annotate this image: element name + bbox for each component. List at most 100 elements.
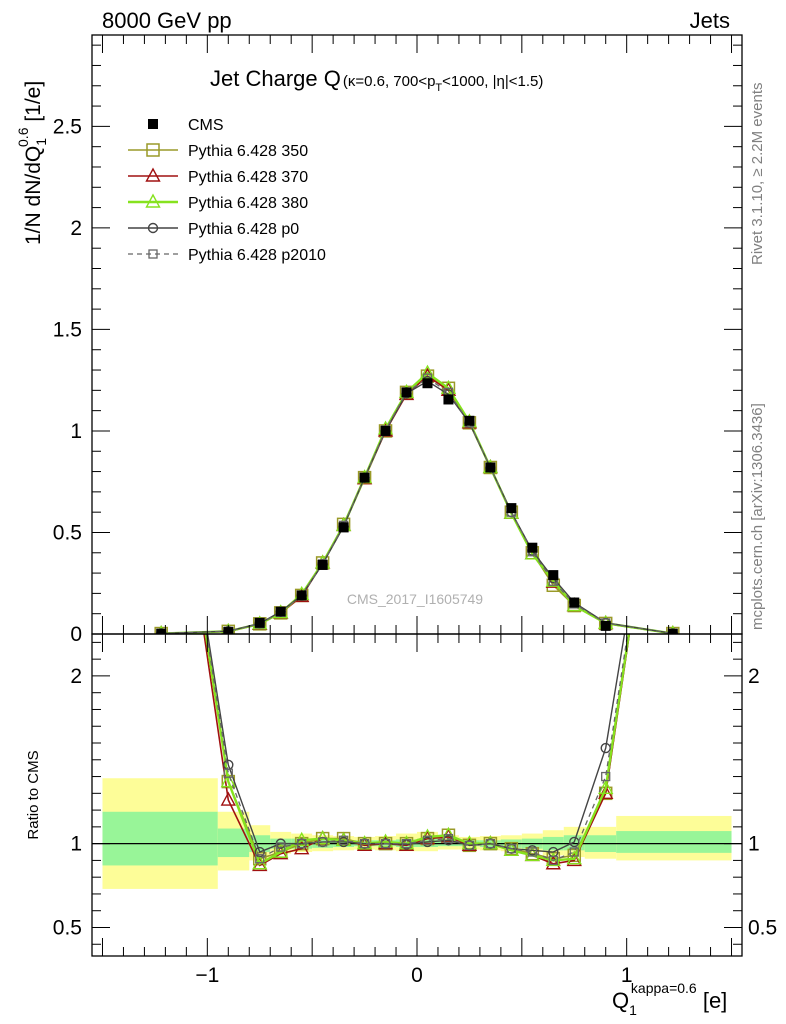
ratio-point-p380-0 [155,334,168,346]
legend-item-p380: Pythia 6.428 380 [128,193,308,212]
main-point-cms-17 [569,597,580,608]
legend-item-cms: CMS [148,117,224,134]
band-inner-0 [102,811,218,866]
ratio-point-p350-17 [567,848,582,863]
ratio-point-p2010-12 [464,840,475,850]
main-y-tick-label: 0 [70,623,82,646]
legend-item-p350: Pythia 6.428 350 [128,143,308,160]
ratio-series-layer [155,334,679,872]
main-point-cms-9 [401,387,412,398]
main-series-cms [156,378,678,634]
legend: CMS Pythia 6.428 350 Pythia 6.428 370 Pythi… [128,117,326,264]
title-sub: (κ=0.6, 700<p [343,73,436,90]
main-point-cms-5 [317,559,328,570]
ylabel-b: [1/e] [22,81,45,128]
ratio-point-p2010-9 [401,838,412,849]
ratio-point-p370-19 [666,334,679,346]
xlabel-unit: [e] [697,988,728,1013]
main-y-tick-label: 1.5 [53,318,82,341]
ratio-point-p380-16 [545,851,561,867]
main-point-p380-11 [440,379,457,395]
mcplots-label: mcplots.cern.ch [arXiv:1306.3436] [749,403,766,630]
main-point-cms-12 [464,415,475,426]
ratio-point-p2010-19 [669,337,677,345]
band-inner-10 [417,838,438,847]
main-point-p380-15 [524,545,540,560]
title-main: Jet Charge Q [210,66,341,91]
legend-label-p350: Pythia 6.428 350 [188,143,308,160]
main-point-cms-10 [422,378,433,389]
ratio-point-p2010-16 [548,855,558,866]
ratio-point-p350-0 [155,335,167,347]
main-series-layer [154,364,680,634]
ratio-point-p380-19 [666,334,679,346]
ratio-y-tick-label: 1 [70,833,82,856]
ratio-y-tick-label-right: 1 [748,833,760,856]
ylabel-a: 1/N dN/dQ [22,146,45,245]
xlabel-main: Q [612,988,629,1013]
main-point-cms-14 [506,503,517,514]
axes-layer: −1 0 1 0 0.5 1 1.5 2 2.5 0.5 0.5 1 1 2 2 [53,34,777,987]
main-point-cms-3 [275,606,286,617]
legend-marker-p380 [145,193,161,208]
x-tick-label: −1 [195,964,219,987]
xlabel-sub: 1 [629,1002,637,1018]
legend-label-p370: Pythia 6.428 370 [188,169,308,186]
main-point-cms-0 [156,628,167,634]
legend-marker-cms [148,119,158,129]
ratio-y-axis-label: Ratio to CMS [25,750,42,839]
band-inner-19 [616,831,732,853]
ratio-uncertainty-bands [102,778,732,889]
main-point-cms-7 [359,472,370,483]
ylabel-sup: 0.6 [15,127,31,147]
legend-marker-p350 [146,143,160,157]
ratio-point-p2010-5 [317,837,328,847]
ratio-point-p2010-13 [485,838,496,849]
main-point-p380-16 [545,572,561,587]
x-tick-label: 1 [621,964,633,987]
main-point-cms-4 [296,590,307,601]
ratio-point-p2010-7 [359,838,370,849]
legend-marker-p370 [145,167,161,182]
main-y-tick-label: 2.5 [53,115,82,138]
ratio-y-tick-label: 2 [70,665,82,688]
rivet-version-label: Rivet 3.1.10, ≥ 2.2M events [749,83,766,266]
xlabel-sup: kappa=0.6 [631,980,697,996]
ratio-point-p380-18 [598,779,614,794]
main-point-cms-2 [254,617,265,628]
ratio-point-p0-0 [157,336,166,345]
legend-marker-p0 [147,222,159,234]
main-point-cms-11 [443,394,454,405]
ratio-y-tick-label-right: 0.5 [748,916,777,939]
ratio-point-p370-1 [220,791,236,806]
header-left: 8000 GeV pp [102,8,232,33]
ratio-point-p2010-6 [338,835,349,845]
x-tick-label: 0 [411,964,423,987]
ratio-point-p2010-8 [380,838,391,849]
ratio-point-p2010-15 [527,847,537,857]
legend-item-p0: Pythia 6.428 p0 [128,221,299,238]
ratio-point-p2010-3 [276,842,286,852]
ratio-point-p370-2 [252,856,268,872]
main-point-cms-15 [527,542,538,553]
header-right: Jets [690,8,730,33]
main-point-cms-8 [380,425,391,436]
ratio-point-p2010-11 [443,833,454,844]
main-y-tick-label: 2 [70,217,82,240]
ratio-point-p2010-18 [601,771,611,782]
title-sub-T: T [435,82,442,94]
main-point-cms-16 [548,570,559,581]
ratio-point-p0-2 [254,846,265,858]
ratio-point-p2010-1 [223,768,233,778]
ratio-point-p2010-10 [422,835,433,845]
main-y-tick-label: 0.5 [53,521,82,544]
legend-label-p0: Pythia 6.428 p0 [188,221,299,238]
title-sub-end: <1000, |η|<1.5) [442,73,543,90]
ratio-point-p2010-2 [255,854,265,864]
ratio-point-p370-18 [598,784,614,800]
ratio-point-p350-19 [667,335,679,347]
legend-label-cms: CMS [188,117,224,134]
ratio-point-p0-17 [569,836,580,848]
ratio-point-p380-17 [566,850,582,865]
